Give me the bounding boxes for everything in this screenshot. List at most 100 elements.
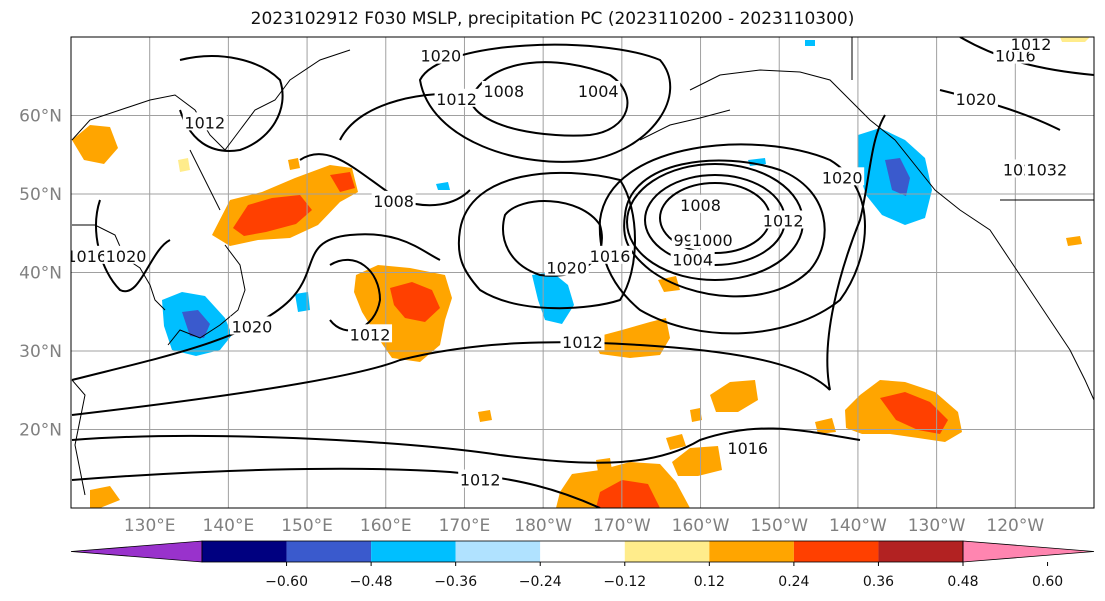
isobar-label: 1012 bbox=[350, 325, 391, 344]
isobar-label: 1016 bbox=[727, 439, 768, 458]
isobar-label-background bbox=[544, 257, 589, 276]
isobar-label: 1016 bbox=[66, 247, 107, 266]
colorbar-segment bbox=[793, 541, 879, 562]
longitude-label: 170°W bbox=[593, 516, 651, 536]
precip-positive-area bbox=[90, 486, 120, 508]
latitude-label: 60°N bbox=[19, 107, 62, 127]
precip-negative-area bbox=[532, 272, 574, 324]
isobar-label: 1004 bbox=[578, 82, 619, 101]
precip-strong-positive-area bbox=[233, 195, 312, 236]
isobar-label: 1020 bbox=[232, 317, 273, 336]
isobar-label-background bbox=[182, 112, 227, 131]
map-frame bbox=[70, 36, 1095, 509]
isobar-label: 1004 bbox=[672, 251, 713, 270]
isobar-1016 bbox=[457, 171, 636, 310]
colorbar-extend-low bbox=[70, 540, 203, 563]
isobar-1012-asia bbox=[179, 55, 284, 152]
isobar-label-background bbox=[1009, 37, 1054, 52]
latitude-label: 20°N bbox=[19, 421, 62, 441]
longitude-label: 150°W bbox=[750, 516, 808, 536]
isobar-label-background bbox=[481, 80, 526, 99]
colorbar-segment bbox=[286, 541, 372, 562]
isobar-label-background bbox=[588, 245, 633, 264]
colorbar-extend-high bbox=[962, 540, 1095, 563]
map-title: 2023102912 F030 MSLP, precipitation PC (… bbox=[250, 9, 855, 29]
isobar-1016-south bbox=[71, 341, 831, 416]
colorbar-tick-label: −0.60 bbox=[265, 574, 308, 590]
precip-positive-area bbox=[672, 446, 722, 476]
coastline-china bbox=[71, 379, 86, 496]
precip-positive-area bbox=[72, 125, 118, 164]
colorbar-tick-label: 0.24 bbox=[778, 574, 809, 590]
precip-negative-area bbox=[805, 40, 815, 46]
precip-positive-area bbox=[596, 458, 612, 472]
isobar-label: 1012 bbox=[763, 211, 804, 230]
coastline-asia bbox=[71, 49, 351, 151]
isobar-1004-north bbox=[468, 61, 629, 137]
precip-positive-area bbox=[1066, 236, 1082, 246]
longitude-label: 120°W bbox=[986, 516, 1044, 536]
isobar-1008-north bbox=[418, 43, 672, 163]
isobar-label: 1008 bbox=[373, 192, 414, 211]
latitude-label: 50°N bbox=[19, 185, 62, 205]
longitude-label: 130°E bbox=[124, 516, 176, 536]
precip-positive-area bbox=[658, 276, 680, 292]
isobar-label-background bbox=[576, 80, 621, 99]
isobar-label: 1012 bbox=[460, 471, 501, 490]
latitude-label: 30°N bbox=[19, 342, 62, 362]
precip-negative-area bbox=[885, 158, 910, 196]
isobar-label: 1020 bbox=[546, 259, 587, 278]
isobar-labels: 1020101610089961000100410121004100810121… bbox=[66, 37, 1069, 490]
isobar-1012-south bbox=[71, 467, 601, 508]
longitude-label: 180°W bbox=[514, 516, 572, 536]
precip-positive-area bbox=[666, 434, 686, 450]
precip-strong-positive-area bbox=[330, 172, 355, 192]
colorbar-segment bbox=[709, 541, 794, 562]
precip-weak-positive-area bbox=[1060, 37, 1090, 42]
isobar-1020-west bbox=[71, 233, 441, 381]
isobar-label: 1016 bbox=[590, 247, 631, 266]
colorbar-tick-label: −0.12 bbox=[603, 574, 646, 590]
colorbar-tick-label: −0.48 bbox=[350, 574, 393, 590]
precip-positive-area bbox=[592, 318, 670, 358]
isobar-label-background bbox=[725, 438, 770, 457]
coastlines bbox=[71, 37, 1094, 496]
coastline-japan bbox=[167, 244, 246, 346]
isobar-label: 1032 bbox=[1026, 160, 1067, 179]
longitude-label: 160°E bbox=[360, 516, 412, 536]
isobar-label: 1008 bbox=[483, 82, 524, 101]
coastline-sakhalin bbox=[189, 149, 221, 211]
longitude-label: 150°E bbox=[281, 516, 333, 536]
isobar-label: 1020 bbox=[420, 47, 461, 66]
precip-strong-positive-area bbox=[880, 392, 948, 434]
colorbar-segment bbox=[624, 541, 710, 562]
isobar-1008 bbox=[623, 159, 826, 298]
colorbar-ticks: −0.60 −0.48 −0.36 −0.24 −0.12 0.12 0.24 0.36 0.4… bbox=[265, 562, 1063, 590]
isobar-label: 1020 bbox=[106, 247, 147, 266]
isobar-label-background bbox=[371, 190, 416, 209]
isobar-label-background bbox=[560, 332, 605, 351]
colorbar-segment bbox=[371, 541, 456, 562]
isobar-label-background bbox=[761, 210, 806, 229]
isobar-label: 1008 bbox=[680, 196, 721, 215]
isobar-label-background bbox=[71, 245, 109, 264]
latitude-labels: 60°N 50°N 40°N 30°N 20°N bbox=[19, 107, 62, 441]
precip-positive-area bbox=[710, 380, 758, 412]
isobar-1020-ne bbox=[939, 89, 1061, 131]
colorbar-outline bbox=[201, 540, 964, 563]
isobar-label-background bbox=[458, 469, 503, 488]
isobar-label: 1012 bbox=[184, 113, 225, 132]
colorbar-segment bbox=[878, 541, 963, 562]
isobar-label-background bbox=[1024, 159, 1069, 178]
precip-strong-positive-area bbox=[390, 282, 440, 322]
colorbar-tick-label: 0.60 bbox=[1032, 574, 1063, 590]
colorbar-tick-label: −0.36 bbox=[434, 574, 477, 590]
colorbar-segment bbox=[540, 541, 625, 562]
isobar-label-background bbox=[348, 324, 393, 343]
isobar-label-background bbox=[104, 245, 149, 264]
latitude-label: 40°N bbox=[19, 264, 62, 284]
precip-strong-positive-area bbox=[596, 480, 660, 508]
longitude-labels: 130°E 140°E 150°E 160°E 170°E 180°W 170°W 160°W… bbox=[124, 516, 1045, 536]
isobar-label-background bbox=[434, 88, 479, 107]
colorbar-tick-label: 0.36 bbox=[863, 574, 894, 590]
